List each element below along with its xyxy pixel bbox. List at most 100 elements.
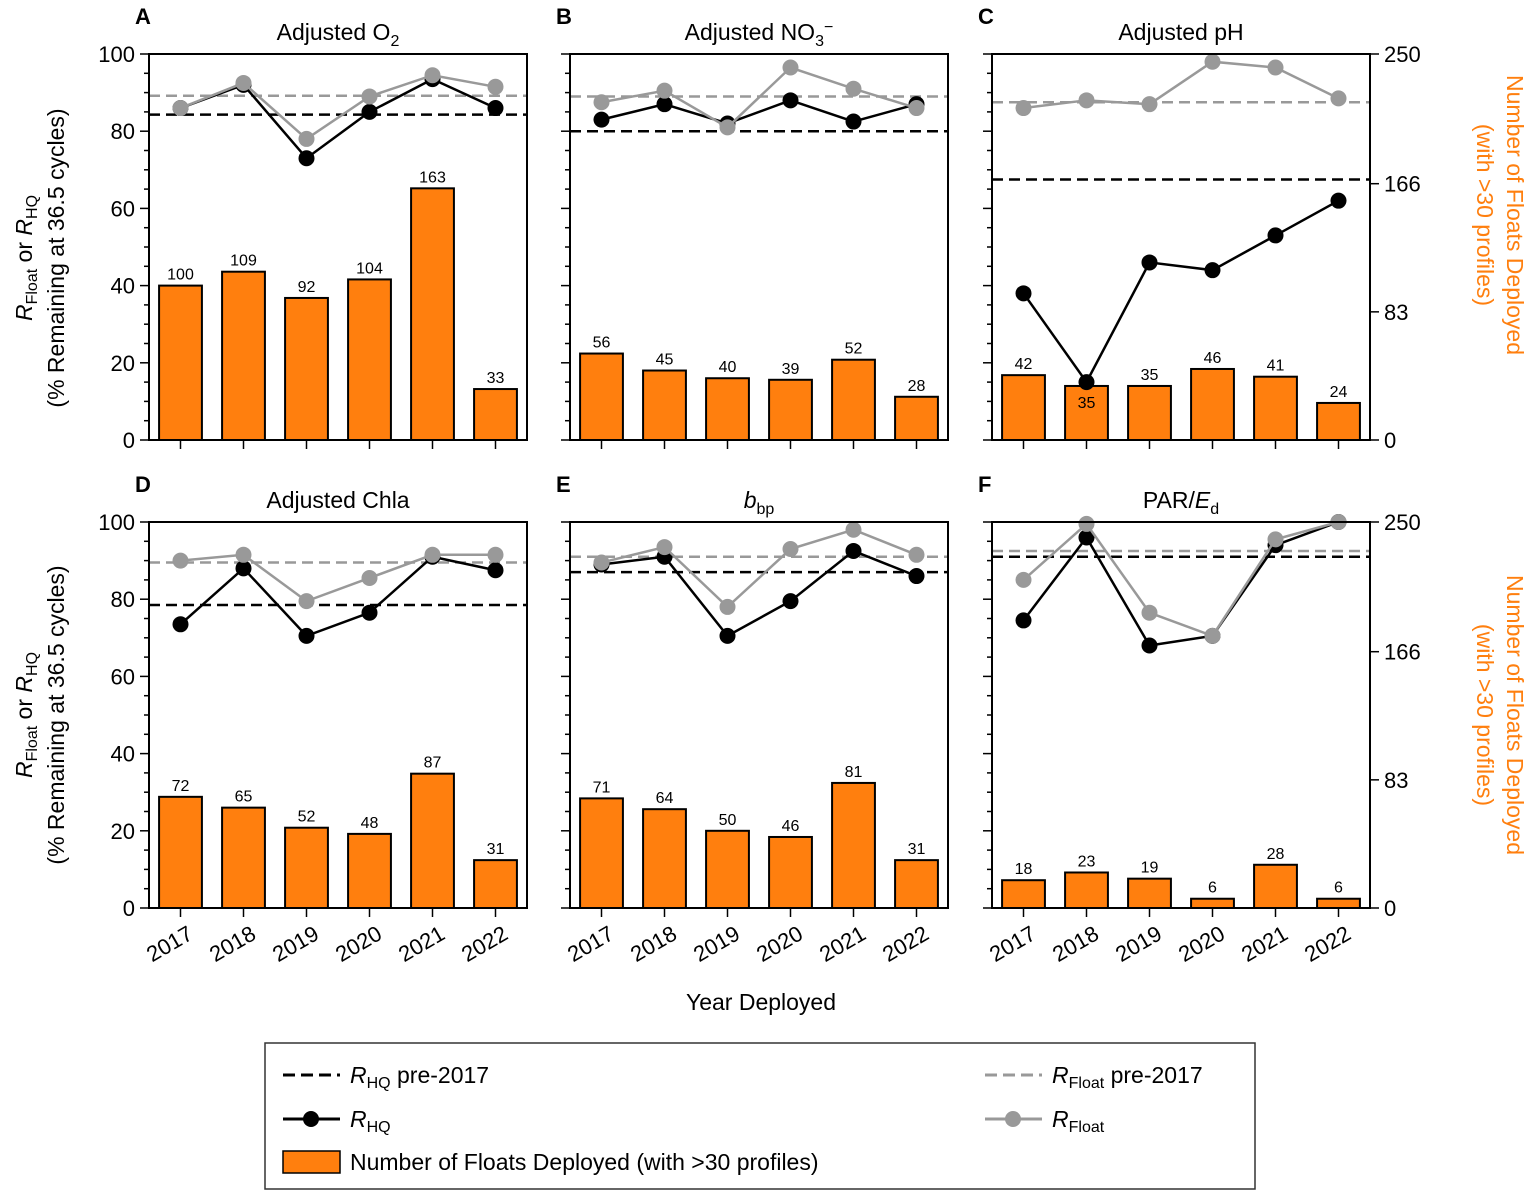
panel-letter: C (978, 4, 994, 29)
bar-2022 (1316, 401, 1361, 441)
bar-count-label: 72 (172, 778, 190, 795)
rhq-point-2020 (1204, 262, 1221, 279)
bar-2019 (705, 829, 750, 909)
bar-2021 (410, 772, 455, 909)
rfloat-point-2019 (719, 119, 736, 136)
rfloat-line (1022, 520, 1339, 638)
rfloat-point-2022 (1330, 90, 1347, 107)
bar-count-label: 45 (656, 352, 674, 369)
bar-count-label: 92 (298, 279, 316, 296)
rhq-point-2018 (1078, 529, 1095, 546)
rhq-symbol: R (11, 676, 37, 693)
rfloat-point-2017 (1015, 100, 1032, 117)
bar-count-label: 19 (1141, 860, 1159, 877)
x-tick-label-2019: 2019 (1111, 921, 1166, 967)
right-y-tick-label: 0 (1384, 428, 1396, 453)
y-tick-label: 40 (111, 274, 135, 299)
rfloat-point-2022 (908, 546, 925, 563)
panel-title: bbp (744, 487, 775, 518)
panel-letter: F (978, 472, 991, 497)
legend-frame (264, 1042, 1256, 1190)
rfloat-point-2018 (656, 539, 673, 556)
rhq-sub: HQ (24, 195, 41, 219)
bar-count-label: 71 (593, 779, 611, 796)
rfloat-point-2021 (845, 521, 862, 538)
bar-2017 (158, 795, 203, 909)
bar-count-label: 28 (908, 378, 926, 395)
y-tick-label: 20 (111, 351, 135, 376)
rfloat-point-2022 (487, 78, 504, 95)
bar-count-label: 46 (1204, 350, 1222, 367)
legend-rfloat-label: RFloat (1052, 1106, 1105, 1136)
svg-text:RFloat or RHQ: RFloat or RHQ (11, 652, 41, 778)
y-tick-label: 0 (123, 428, 135, 453)
bar-2022 (473, 859, 518, 909)
rfloat-point-2020 (361, 569, 378, 586)
y-tick-label: 100 (98, 510, 135, 535)
panel-title: Adjusted Chla (266, 487, 409, 513)
rfloat-symbol: R (11, 304, 37, 321)
bar-2021 (410, 187, 455, 441)
legend-bars-label: Number of Floats Deployed (with >30 prof… (350, 1149, 819, 1175)
rhq-point-2020 (782, 593, 799, 610)
plot-frame (148, 521, 528, 909)
rhq-point-2022 (487, 100, 504, 117)
panel-letter: D (135, 472, 151, 497)
panel-letter: A (135, 4, 151, 29)
bar-count-label: 39 (782, 361, 800, 378)
rfloat-point-2018 (1078, 92, 1095, 109)
rfloat-point-2018 (235, 74, 252, 91)
bar-2018 (221, 806, 266, 910)
right-axis-line1: Number of Floats Deployed (1502, 575, 1528, 855)
x-tick-label-2018: 2018 (626, 921, 681, 967)
bar-count-label: 52 (298, 809, 316, 826)
panel-letter: E (556, 472, 571, 497)
bar-count-label: 41 (1267, 358, 1285, 375)
legend-rhq-label: RHQ (350, 1106, 391, 1136)
bar-2019 (705, 377, 750, 441)
bar-2019 (1127, 384, 1172, 441)
right-axis-line2: (with >30 profiles) (1472, 624, 1498, 806)
legend-rfloat-swatch-marker (1005, 1111, 1021, 1127)
bar-count-label: 87 (424, 755, 442, 772)
x-tick-label-2019: 2019 (689, 921, 744, 967)
legend-bars-swatch (282, 1150, 341, 1174)
rhq-point-2020 (782, 92, 799, 109)
panel-title: Adjusted NO3− (685, 19, 834, 50)
bar-count-label: 65 (235, 789, 253, 806)
rhq-point-2022 (487, 562, 504, 579)
rhq-point-2019 (1141, 637, 1158, 654)
rhq-point-2018 (235, 560, 252, 577)
x-tick-label-2019: 2019 (268, 921, 323, 967)
bar-2019 (284, 296, 329, 441)
x-tick-label-2017: 2017 (985, 921, 1040, 967)
left-axis-label-top: RFloat or RHQ (% Remaining at 36.5 cycle… (11, 108, 69, 407)
bar-count-label: 42 (1015, 356, 1033, 373)
bar-2020 (1190, 897, 1235, 910)
rhq-point-2019 (1141, 254, 1158, 271)
bar-count-label: 40 (719, 359, 737, 376)
bar-count-label: 50 (719, 812, 737, 829)
bar-count-label: 31 (908, 841, 926, 858)
rfloat-sub: Float (24, 268, 41, 304)
legend-rfloat-pre-label: RFloat pre-2017 (1052, 1062, 1203, 1092)
bar-2018 (642, 369, 687, 441)
legend-rhq-pre-label: RHQ pre-2017 (350, 1062, 489, 1092)
plot-frame (991, 521, 1371, 909)
bar-2020 (1190, 367, 1235, 442)
bar-count-label: 48 (361, 815, 379, 832)
bar-2021 (831, 781, 876, 909)
rhq-point-2017 (593, 111, 610, 128)
rfloat-point-2017 (1015, 571, 1032, 588)
right-axis-label-bottom: Number of Floats Deployed (with >30 prof… (1472, 575, 1528, 855)
bar-2020 (768, 378, 813, 441)
x-tick-label-2017: 2017 (563, 921, 618, 967)
bar-2017 (1001, 374, 1046, 442)
right-axis-label-top: Number of Floats Deployed (with >30 prof… (1472, 75, 1528, 355)
rhq-point-2018 (1078, 374, 1095, 391)
rfloat-point-2018 (1078, 515, 1095, 532)
x-tick-label-2018: 2018 (205, 921, 260, 967)
